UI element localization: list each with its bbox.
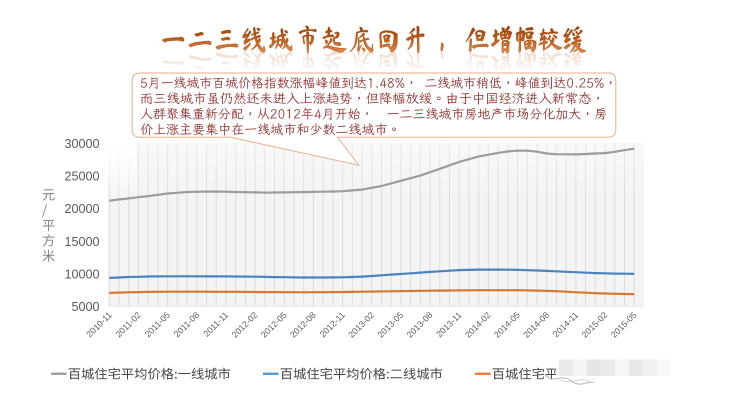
svg-text:15000: 15000 (64, 235, 99, 249)
svg-text:25000: 25000 (64, 170, 99, 184)
svg-text:30000: 30000 (64, 137, 99, 151)
svg-text:10000: 10000 (64, 267, 99, 281)
svg-text:20000: 20000 (64, 202, 99, 216)
svg-text:5000: 5000 (71, 300, 99, 314)
